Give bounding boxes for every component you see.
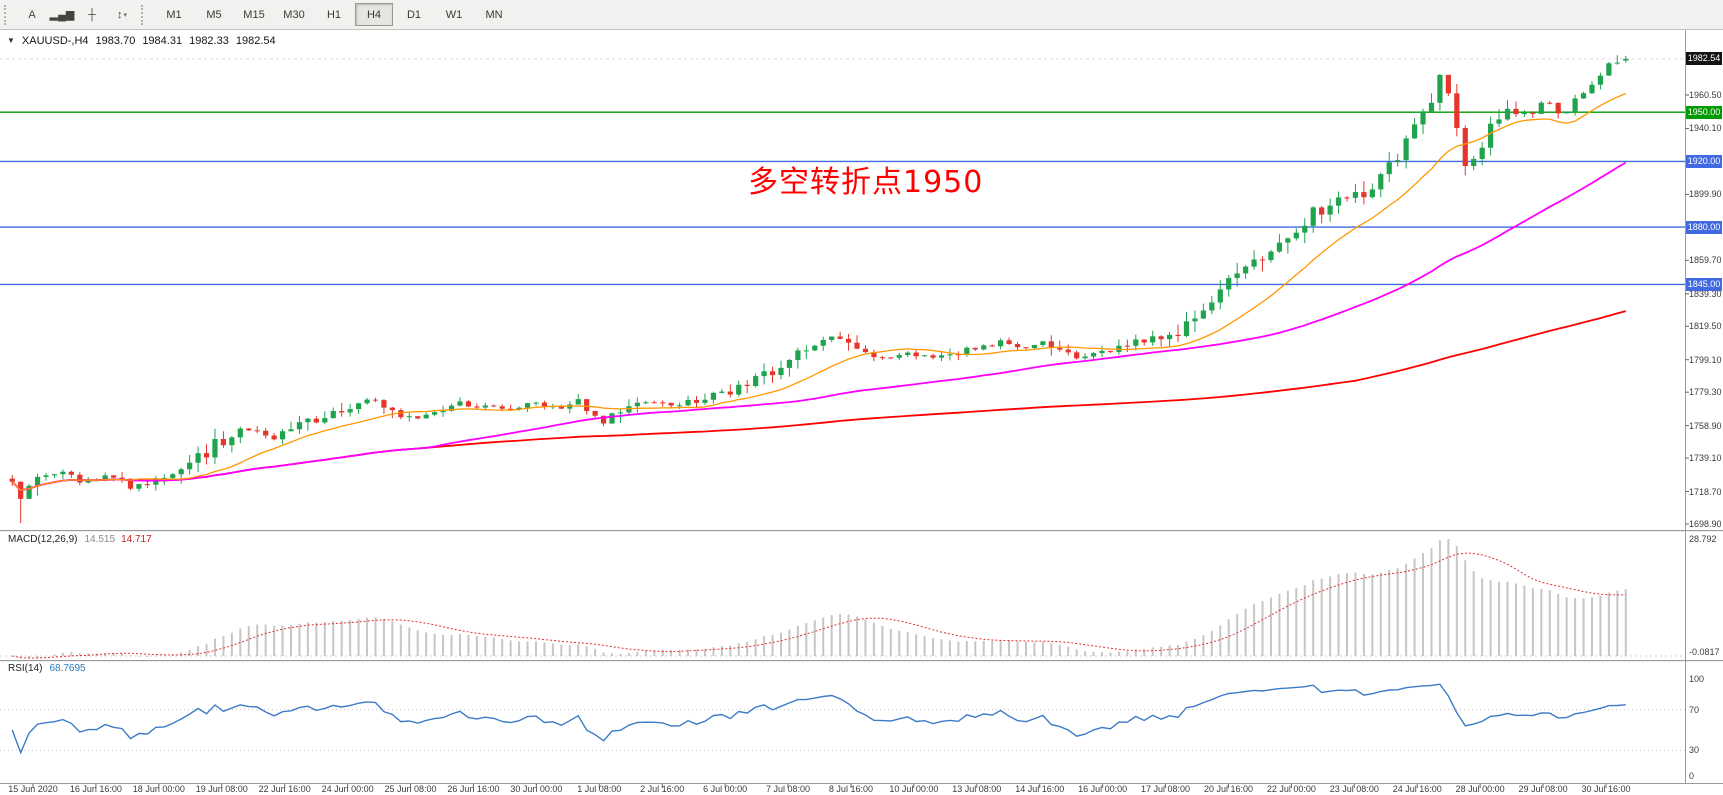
time-label: 22 Jun 16:00 xyxy=(258,784,311,794)
chevron-down-icon: ▾ xyxy=(123,11,127,19)
macd-histogram xyxy=(11,539,1627,658)
time-label: 2 Jul 16:00 xyxy=(640,784,685,794)
ohlc-low: 1982.33 xyxy=(189,35,229,47)
time-label: 13 Jul 08:00 xyxy=(952,784,1002,794)
time-label: 29 Jul 08:00 xyxy=(1518,784,1568,794)
crosshair-button[interactable]: ┼ xyxy=(78,3,106,27)
time-label: 14 Jul 16:00 xyxy=(1015,784,1065,794)
time-label: 24 Jun 00:00 xyxy=(321,784,374,794)
ma-fast-line xyxy=(11,92,1627,491)
timeframe-button-H4[interactable]: H4 xyxy=(355,3,393,26)
chart-bars-icon: ▂▄▆ xyxy=(49,9,75,21)
rsi-line xyxy=(11,683,1626,755)
time-label: 28 Jul 00:00 xyxy=(1455,784,1505,794)
macd-indicator-label: MACD(12,26,9) 14.515 14.717 xyxy=(8,534,152,545)
timeframe-button-W1[interactable]: W1 xyxy=(445,8,463,21)
price-tag-1950.00: 1950.00 xyxy=(1686,105,1722,119)
macd-signal-line xyxy=(12,552,1626,659)
timeframe-button-M1[interactable]: M1 xyxy=(166,8,182,21)
price-tick-label: 1718.70 xyxy=(1689,486,1722,497)
time-label: 30 Jul 16:00 xyxy=(1581,784,1631,794)
macd-axis-min: -0.0817 xyxy=(1689,647,1720,657)
time-label: 25 Jun 08:00 xyxy=(384,784,437,794)
rsi-name: RSI(14) xyxy=(8,663,43,674)
price-tick-label: 1940.10 xyxy=(1689,123,1722,134)
timeframe-button-M5[interactable]: M5 xyxy=(206,8,222,21)
price-tick-label: 1960.50 xyxy=(1689,90,1722,100)
timeframe-toolbar: M1 M5 M15 M30 H1 H4 D1 W1 MN xyxy=(154,3,514,26)
indicators-icon: ↕ xyxy=(116,8,123,21)
timeframe-button-H1[interactable]: H1 xyxy=(326,8,342,21)
toolbar-gripper[interactable] xyxy=(4,4,10,25)
macd-name: MACD(12,26,9) xyxy=(8,534,78,545)
time-label: 6 Jul 00:00 xyxy=(703,784,748,794)
time-label: 30 Jun 00:00 xyxy=(510,784,563,794)
macd-signal-value: 14.717 xyxy=(121,534,152,545)
price-tick-label: 1779.30 xyxy=(1689,387,1722,398)
time-label: 7 Jul 08:00 xyxy=(766,784,811,794)
time-label: 16 Jul 00:00 xyxy=(1078,784,1128,794)
price-axis[interactable]: 1960.50 1940.10 1899.90 1859.70 1839.30 1819.… xyxy=(1685,29,1723,783)
time-label: 10 Jul 00:00 xyxy=(889,784,939,794)
rsi-indicator-label: RSI(14) 68.7695 xyxy=(8,663,86,674)
toolbar-icon-group: A ▂▄▆ ┼ ↕ ▾ xyxy=(17,3,137,27)
price-tick-label: 1899.90 xyxy=(1689,189,1722,200)
current-price-tag: 1982.54 xyxy=(1686,52,1722,66)
time-axis[interactable]: 15 Jun 2020 16 Jun 16:00 18 Jun 00:00 19 Ju… xyxy=(0,783,1723,795)
rsi-axis-label: 30 xyxy=(1689,745,1700,755)
chart-menu-icon[interactable]: ▼ xyxy=(7,36,15,45)
time-label: 26 Jun 16:00 xyxy=(447,784,500,794)
chart-header: ▼ XAUUSD-,H4 1983.70 1984.31 1982.33 198… xyxy=(7,35,276,47)
symbol-period-label: XAUUSD-,H4 xyxy=(21,35,89,47)
time-label: 15 Jun 2020 xyxy=(8,784,58,794)
chart-bars-button[interactable]: ▂▄▆ xyxy=(48,3,76,27)
time-label: 16 Jun 16:00 xyxy=(69,784,122,794)
time-label: 20 Jul 16:00 xyxy=(1203,784,1253,794)
time-label: 17 Jul 08:00 xyxy=(1141,784,1191,794)
candlestick-series[interactable] xyxy=(9,55,1629,524)
ohlc-close: 1982.54 xyxy=(235,35,276,47)
price-tag-1845.00: 1845.00 xyxy=(1686,277,1722,291)
text-tool-icon: A xyxy=(28,8,36,21)
rsi-axis-label: 70 xyxy=(1689,705,1700,715)
price-tag-1880.00: 1880.00 xyxy=(1686,220,1722,234)
price-tick-label: 1799.10 xyxy=(1689,354,1722,365)
time-label: 8 Jul 16:00 xyxy=(828,784,873,794)
timeframe-button-MN[interactable]: MN xyxy=(485,8,503,21)
macd-axis-max: 28.792 xyxy=(1689,534,1717,544)
time-label: 1 Jul 08:00 xyxy=(577,784,622,794)
ohlc-high: 1984.31 xyxy=(142,35,183,47)
price-tick-label: 1698.90 xyxy=(1689,519,1722,530)
chart-annotation-text[interactable]: 多空转折点1950 xyxy=(748,165,984,200)
ohlc-open: 1983.70 xyxy=(95,35,136,47)
price-tick-label: 1758.90 xyxy=(1689,420,1722,431)
toolbar: A ▂▄▆ ┼ ↕ ▾ M1 M5 M15 M30 H1 H4 D1 W1 MN xyxy=(0,0,1723,30)
ma-mid-line xyxy=(11,161,1627,492)
ma-slow-line xyxy=(11,310,1627,492)
rsi-axis-label: 100 xyxy=(1689,674,1705,684)
rsi-value: 68.7695 xyxy=(49,663,86,674)
indicators-button[interactable]: ↕ ▾ xyxy=(108,3,136,27)
timeframe-button-D1[interactable]: D1 xyxy=(406,8,422,21)
rsi-axis-label: 0 xyxy=(1689,771,1695,781)
timeframe-toolbar-gripper[interactable] xyxy=(141,4,147,25)
crosshair-icon: ┼ xyxy=(88,8,96,21)
timeframe-button-M15[interactable]: M15 xyxy=(243,8,265,21)
macd-main-value: 14.515 xyxy=(84,534,116,545)
time-label: 18 Jun 00:00 xyxy=(132,784,185,794)
text-tool-button[interactable]: A xyxy=(18,3,46,27)
time-label: 23 Jul 08:00 xyxy=(1329,784,1379,794)
price-tick-label: 1739.10 xyxy=(1689,453,1722,464)
time-label: 19 Jun 08:00 xyxy=(195,784,248,794)
time-label: 24 Jul 16:00 xyxy=(1392,784,1442,794)
price-tick-label: 1819.50 xyxy=(1689,321,1722,332)
price-tick-label: 1839.30 xyxy=(1689,288,1722,299)
price-tag-1920.00: 1920.00 xyxy=(1686,154,1722,168)
time-label: 22 Jul 00:00 xyxy=(1266,784,1316,794)
timeframe-button-M30[interactable]: M30 xyxy=(283,8,305,21)
price-tick-label: 1859.70 xyxy=(1689,255,1722,266)
